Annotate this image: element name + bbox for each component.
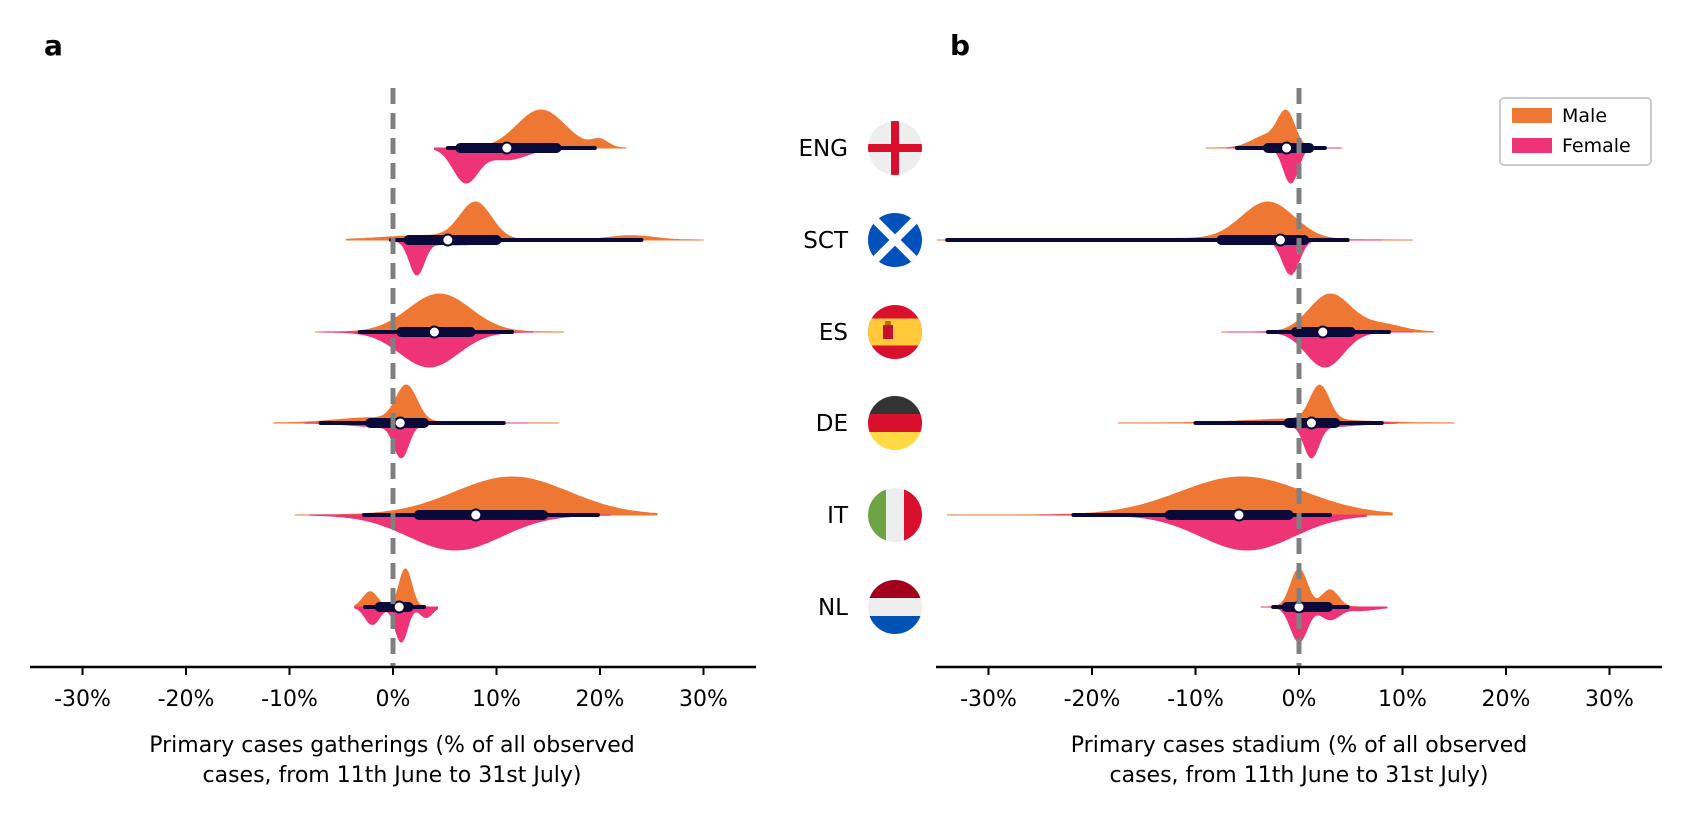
panel-b: b -30% -20% -10% 0% 10% 20% 30% Primary cases … <box>936 29 1662 788</box>
median-nl <box>392 600 406 614</box>
x-tick-label-a: -30% <box>54 687 111 712</box>
violin-de <box>273 384 559 459</box>
x-axis-b: -30% -20% -10% 0% 10% 20% 30% <box>936 665 1662 712</box>
median-sct <box>1273 233 1287 247</box>
violin-nl <box>354 568 438 643</box>
violin-female-nl <box>354 606 438 643</box>
x-axis-label-a-line1: Primary cases gatherings (% of all obser… <box>149 733 634 758</box>
violin-male-it <box>947 476 1393 516</box>
violin-female-it <box>1040 514 1367 551</box>
violin-male-de <box>1117 384 1455 424</box>
violin-female-sct <box>947 239 1382 276</box>
country-label-it: IT <box>827 503 849 529</box>
violin-sct <box>345 201 704 276</box>
violin-eng <box>433 109 627 184</box>
x-tick-label-b: -30% <box>960 687 1017 712</box>
x-tick-label-a: 30% <box>679 687 728 712</box>
scotland-flag-icon <box>868 213 922 267</box>
violin-male-de <box>273 384 559 424</box>
panel-a: a -30% -20% -10% 0% 10% 20% 30% Primary cases … <box>30 29 756 788</box>
legend-label-male: Male <box>1562 105 1607 127</box>
violin-de <box>1117 384 1455 459</box>
median-es <box>1316 325 1330 339</box>
legend-swatch-female <box>1512 138 1552 153</box>
median-it <box>1232 508 1246 522</box>
median-de <box>1304 416 1318 430</box>
country-label-nl: NL <box>818 595 848 621</box>
violins-a <box>273 88 704 667</box>
x-tick-label-b: -10% <box>1167 687 1224 712</box>
country-label-eng: ENG <box>798 136 848 162</box>
violin-male-es <box>1221 293 1434 333</box>
violin-male-es <box>315 293 564 333</box>
x-axis-label-b-line2: cases, from 11th June to 31st July) <box>1110 763 1489 788</box>
legend-label-female: Female <box>1562 135 1631 157</box>
x-tick-label-b: -20% <box>1064 687 1121 712</box>
violins-b <box>936 88 1455 667</box>
legend-swatch-male <box>1512 108 1552 123</box>
country-label-sct: SCT <box>803 228 849 254</box>
violin-it <box>294 476 658 551</box>
violin-male-sct <box>936 201 1413 241</box>
violin-female-sct <box>392 239 642 276</box>
median-es <box>427 325 441 339</box>
median-it <box>469 508 483 522</box>
violin-sct <box>936 201 1413 276</box>
violin-male-eng <box>439 109 627 149</box>
x-tick-label-a: 10% <box>472 687 521 712</box>
violin-female-nl <box>1260 606 1388 643</box>
x-tick-label-a: 0% <box>376 687 411 712</box>
panel-label-b: b <box>950 29 970 62</box>
x-tick-label-a: -10% <box>261 687 318 712</box>
violin-es <box>1221 293 1434 368</box>
x-tick-label-b: 30% <box>1585 687 1634 712</box>
violin-female-es <box>320 331 534 368</box>
x-tick-label-a: -20% <box>158 687 215 712</box>
violin-it <box>947 476 1393 551</box>
germany-flag-icon <box>868 396 922 450</box>
violin-male-nl <box>1260 568 1387 608</box>
x-axis-a: -30% -20% -10% 0% 10% 20% 30% <box>30 665 756 712</box>
x-tick-label-b: 0% <box>1282 687 1317 712</box>
x-tick-label-a: 20% <box>576 687 625 712</box>
violin-female-de <box>1195 422 1398 459</box>
violin-es <box>315 293 564 368</box>
violin-female-eng <box>433 147 549 184</box>
netherlands-flag-icon <box>868 580 922 634</box>
country-label-es: ES <box>819 320 848 346</box>
spain-flag-icon <box>868 305 922 359</box>
x-axis-label-a-line2: cases, from 11th June to 31st July) <box>203 763 582 788</box>
panel-label-a: a <box>44 29 63 62</box>
x-tick-label-b: 10% <box>1378 687 1427 712</box>
england-flag-icon <box>868 121 922 175</box>
violin-female-it <box>309 514 611 551</box>
violin-eng <box>1205 109 1343 184</box>
median-sct <box>441 233 455 247</box>
country-label-de: DE <box>816 411 848 437</box>
country-labels: ENG SCT ES DE IT NL <box>798 121 922 634</box>
italy-flag-icon <box>868 488 922 542</box>
median-eng <box>1280 141 1294 155</box>
violin-male-eng <box>1205 109 1343 149</box>
legend: Male Female <box>1499 97 1652 166</box>
violin-nl <box>1260 568 1388 643</box>
median-eng <box>500 141 514 155</box>
median-de <box>393 416 407 430</box>
x-axis-label-b-line1: Primary cases stadium (% of all observed <box>1071 733 1527 758</box>
violin-male-sct <box>345 201 704 241</box>
violin-female-de <box>304 422 528 459</box>
violin-male-it <box>294 476 658 516</box>
x-tick-label-b: 20% <box>1482 687 1531 712</box>
